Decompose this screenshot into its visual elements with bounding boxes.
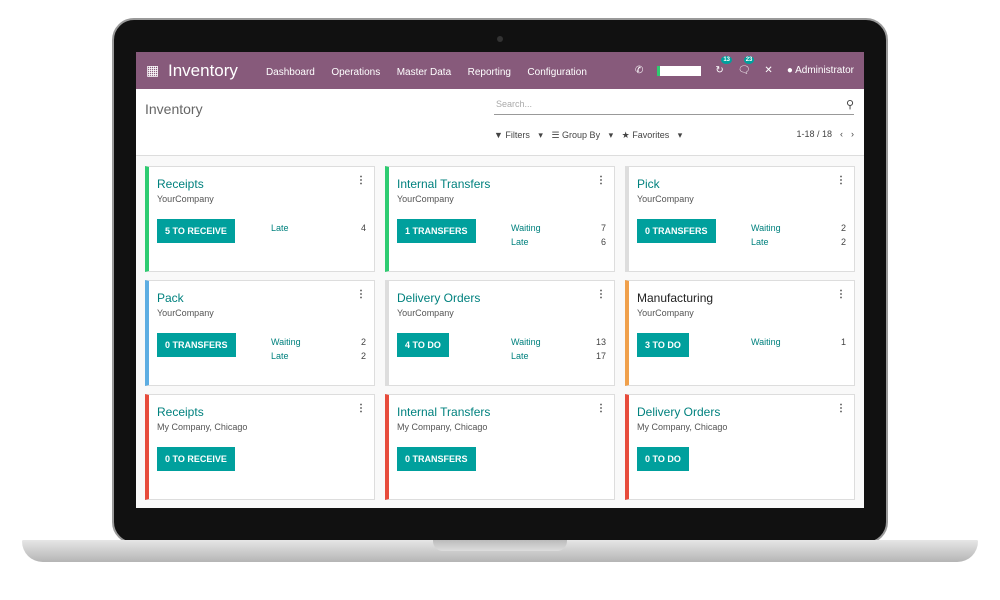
operation-card: Receipts YourCompany ⋮ 5 TO RECEIVE Late 4 <box>145 166 375 272</box>
card-menu-icon[interactable]: ⋮ <box>356 289 366 300</box>
card-menu-icon[interactable]: ⋮ <box>356 175 366 186</box>
activity-icon[interactable]: ↻ 13 <box>715 56 733 76</box>
menu-operations[interactable]: Operations <box>331 66 381 78</box>
card-action-button[interactable]: 0 TO RECEIVE <box>157 447 235 471</box>
avatar: ● <box>786 65 793 76</box>
card-stat-late[interactable]: Late 17 <box>511 351 606 361</box>
card-title[interactable]: Delivery Orders <box>397 291 481 305</box>
group-by-button[interactable]: ☰ Group By ▾ <box>551 130 614 140</box>
card-title[interactable]: Manufacturing <box>637 291 714 305</box>
card-action-button[interactable]: 0 TRANSFERS <box>637 219 716 243</box>
card-title[interactable]: Pick <box>637 177 660 191</box>
menu-configuration[interactable]: Configuration <box>527 66 587 78</box>
card-title[interactable]: Delivery Orders <box>637 405 721 419</box>
webcam <box>497 36 503 42</box>
laptop-base <box>22 540 978 562</box>
card-company: YourCompany <box>637 308 694 318</box>
navbar: ▦ Inventory Dashboard Operations Master … <box>136 52 864 89</box>
card-title[interactable]: Internal Transfers <box>397 177 491 191</box>
app-name[interactable]: Inventory <box>168 60 238 80</box>
search-icon[interactable]: ⚲ <box>845 99 854 111</box>
card-company: My Company, Chicago <box>397 422 488 432</box>
card-stat-late[interactable]: Late 4 <box>271 223 366 233</box>
search-placeholder: Search... <box>496 99 533 109</box>
card-stat-waiting[interactable]: Waiting 1 <box>751 337 846 347</box>
operation-card: Delivery Orders My Company, Chicago ⋮ 0 … <box>625 394 855 500</box>
laptop-notch <box>433 540 567 551</box>
card-stat-late[interactable]: Late 2 <box>751 237 846 247</box>
card-title[interactable]: Receipts <box>157 405 204 419</box>
card-stat-waiting[interactable]: Waiting 2 <box>271 337 366 347</box>
menu-dashboard[interactable]: Dashboard <box>265 66 315 78</box>
card-company: YourCompany <box>637 194 694 204</box>
card-company: YourCompany <box>397 194 454 204</box>
operation-card: Pack YourCompany ⋮ 0 TRANSFERS Waiting 2 La… <box>145 280 375 386</box>
card-action-button[interactable]: 4 TO DO <box>397 333 449 357</box>
card-stat-late[interactable]: Late 6 <box>511 237 606 247</box>
screen: ▦ Inventory Dashboard Operations Master … <box>136 52 864 508</box>
apps-grid-icon[interactable]: ▦ <box>146 62 160 78</box>
card-menu-icon[interactable]: ⋮ <box>596 403 606 414</box>
user-name: Administrator <box>795 65 854 76</box>
operation-card: Internal Transfers YourCompany ⋮ 1 TRANS… <box>385 166 615 272</box>
card-company: YourCompany <box>157 308 214 318</box>
control-panel: Inventory Search... ⚲ ▼ Filters ▾ ☰ Group… <box>136 89 864 156</box>
card-action-button[interactable]: 1 TRANSFERS <box>397 219 476 243</box>
favorites-button[interactable]: ★ Favorites ▾ <box>621 130 683 140</box>
filters-button[interactable]: ▼ Filters ▾ <box>494 130 543 140</box>
menu-reporting[interactable]: Reporting <box>467 66 511 78</box>
card-action-button[interactable]: 0 TRANSFERS <box>157 333 236 357</box>
card-menu-icon[interactable]: ⋮ <box>596 289 606 300</box>
search-input[interactable]: Search... ⚲ <box>494 99 854 115</box>
card-stat-waiting[interactable]: Waiting 7 <box>511 223 606 233</box>
card-company: My Company, Chicago <box>157 422 248 432</box>
card-menu-icon[interactable]: ⋮ <box>836 175 846 186</box>
card-title[interactable]: Internal Transfers <box>397 405 491 419</box>
main-menu: Dashboard Operations Master Data Reporti… <box>266 62 599 80</box>
card-action-button[interactable]: 0 TRANSFERS <box>397 447 476 471</box>
close-icon[interactable]: ✕ <box>764 65 773 76</box>
card-action-button[interactable]: 0 TO DO <box>637 447 689 471</box>
card-company: YourCompany <box>397 308 454 318</box>
operation-card: Internal Transfers My Company, Chicago ⋮… <box>385 394 615 500</box>
operation-card: Manufacturing YourCompany ⋮ 3 TO DO Waiti… <box>625 280 855 386</box>
pager-next-icon[interactable]: › <box>851 129 854 139</box>
card-menu-icon[interactable]: ⋮ <box>356 403 366 414</box>
card-menu-icon[interactable]: ⋮ <box>596 175 606 186</box>
voip-status-bar[interactable] <box>657 65 702 76</box>
card-title[interactable]: Pack <box>157 291 184 305</box>
page-title: Inventory <box>145 101 203 117</box>
operation-card: Pick YourCompany ⋮ 0 TRANSFERS Waiting 2 La… <box>625 166 855 272</box>
messages-icon[interactable]: 🗨 23 <box>737 56 755 76</box>
operation-card: Delivery Orders YourCompany ⋮ 4 TO DO Wai… <box>385 280 615 386</box>
messages-badge: 23 <box>743 56 755 64</box>
card-action-button[interactable]: 3 TO DO <box>637 333 689 357</box>
card-action-button[interactable]: 5 TO RECEIVE <box>157 219 235 243</box>
phone-icon[interactable]: ✆ <box>634 65 644 76</box>
card-company: My Company, Chicago <box>637 422 728 432</box>
activity-badge: 13 <box>721 56 733 64</box>
menu-master-data[interactable]: Master Data <box>396 66 452 78</box>
pager-prev-icon[interactable]: ‹ <box>840 129 843 139</box>
card-stat-waiting[interactable]: Waiting 2 <box>751 223 846 233</box>
card-company: YourCompany <box>157 194 214 204</box>
card-menu-icon[interactable]: ⋮ <box>836 403 846 414</box>
user-menu[interactable]: ● Administrator <box>787 65 854 76</box>
pager-value[interactable]: 1-18 / 18 <box>796 129 832 139</box>
card-title[interactable]: Receipts <box>157 177 204 191</box>
operation-card: Receipts My Company, Chicago ⋮ 0 TO RECE… <box>145 394 375 500</box>
card-menu-icon[interactable]: ⋮ <box>836 289 846 300</box>
card-stat-late[interactable]: Late 2 <box>271 351 366 361</box>
card-stat-waiting[interactable]: Waiting 13 <box>511 337 606 347</box>
